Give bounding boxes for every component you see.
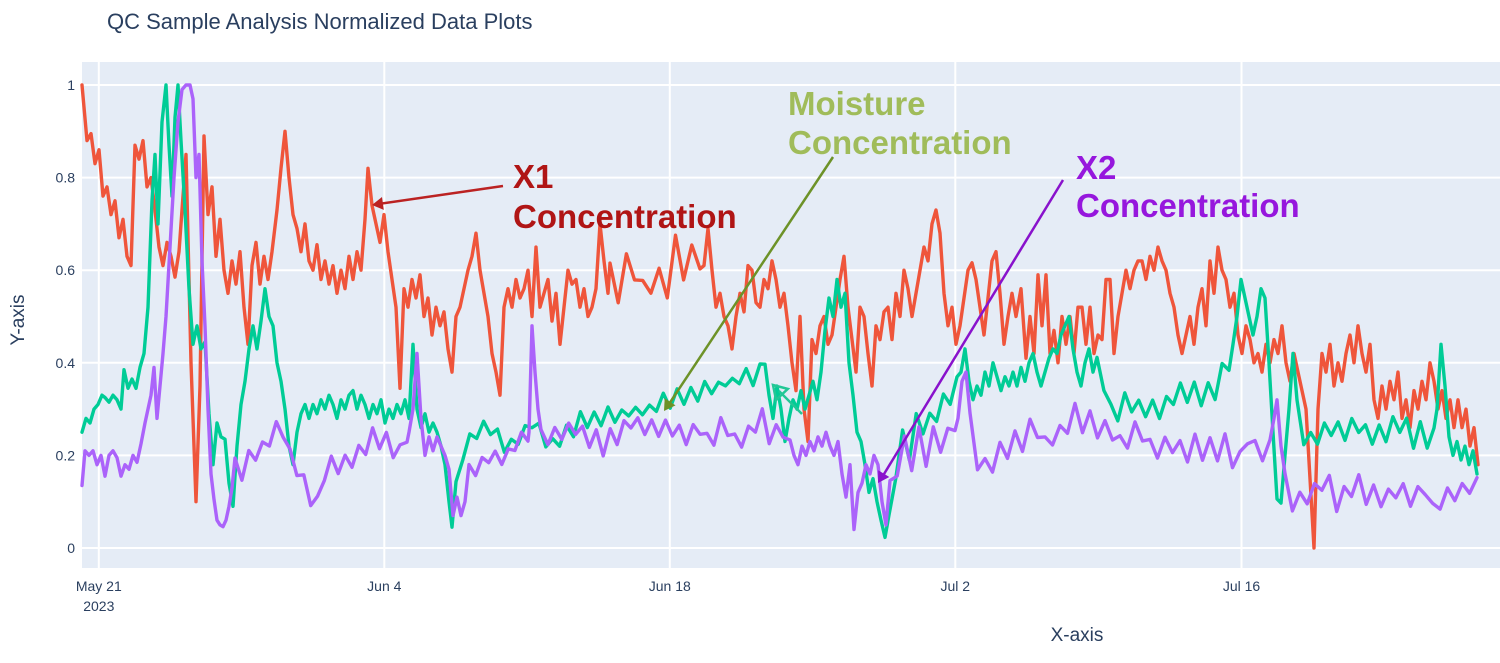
svg-text:0.4: 0.4 <box>56 355 76 371</box>
svg-text:X-axis: X-axis <box>1051 625 1104 646</box>
svg-text:Jun 4: Jun 4 <box>367 578 401 594</box>
svg-text:0: 0 <box>67 540 75 556</box>
svg-text:0.6: 0.6 <box>56 262 76 278</box>
svg-text:1: 1 <box>67 77 75 93</box>
svg-text:0.2: 0.2 <box>56 447 76 463</box>
svg-text:Moisture: Moisture <box>788 85 926 122</box>
svg-text:Concentration: Concentration <box>1076 187 1300 224</box>
svg-text:X1: X1 <box>513 158 553 195</box>
svg-text:Concentration: Concentration <box>513 198 737 235</box>
svg-text:QC Sample Analysis Normalized: QC Sample Analysis Normalized Data Plots <box>107 9 533 34</box>
svg-text:Concentration: Concentration <box>788 124 1012 161</box>
svg-text:Y-axis: Y-axis <box>8 294 29 345</box>
svg-text:0.8: 0.8 <box>56 170 76 186</box>
svg-text:Jul 2: Jul 2 <box>941 578 971 594</box>
svg-text:X2: X2 <box>1076 149 1116 186</box>
svg-text:May 21: May 21 <box>76 578 122 594</box>
svg-text:Jun 18: Jun 18 <box>649 578 691 594</box>
svg-text:Jul 16: Jul 16 <box>1223 578 1261 594</box>
svg-text:2023: 2023 <box>83 598 114 614</box>
